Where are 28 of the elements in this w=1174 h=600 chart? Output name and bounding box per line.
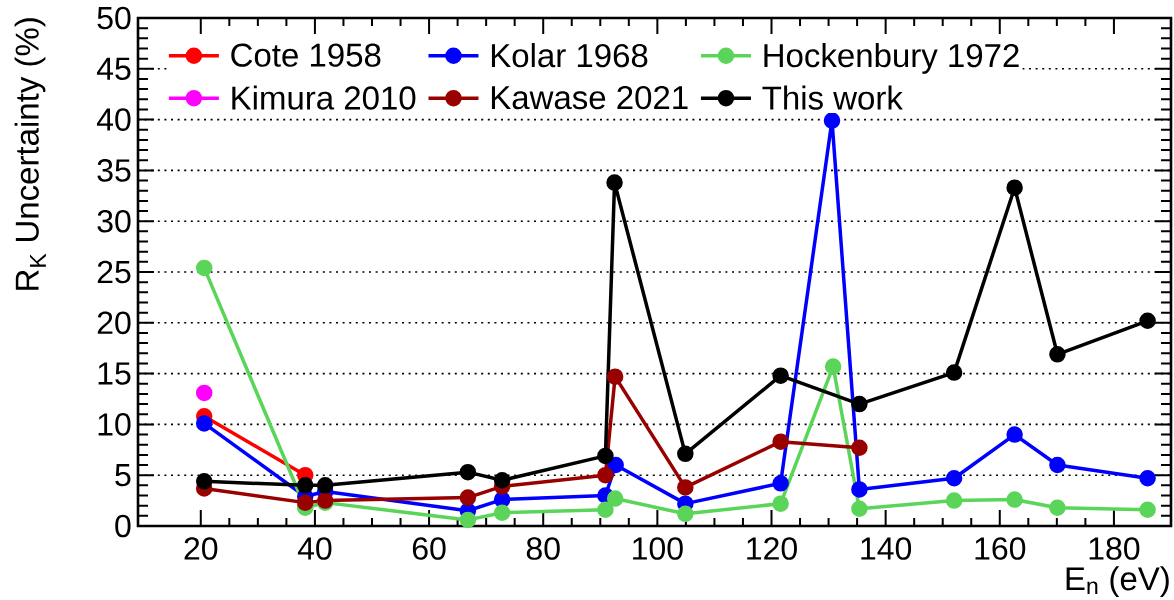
x-axis-title: E$_{n}$ (eV): [1066, 566, 1169, 597]
x-tick-label: 20: [184, 537, 218, 560]
x-tick-label: 180: [1089, 537, 1140, 560]
y-tick-label: 35: [97, 159, 131, 182]
x-tick-label: 140: [861, 537, 912, 560]
x-tick-label: 100: [633, 537, 683, 560]
y-tick-label: 25: [97, 260, 131, 284]
x-tick-label: 120: [747, 537, 797, 560]
y-tick-label: 40: [96, 108, 131, 131]
legend-label: Cote 1958: [231, 43, 381, 67]
y-tick-label: 15: [98, 362, 131, 385]
x-tick-label: 80: [526, 537, 560, 560]
y-tick-label: 5: [115, 464, 131, 487]
y-tick-label: 45: [96, 57, 131, 80]
legend-label: Kolar 1968: [491, 43, 648, 68]
legend-label: Kimura 2010: [232, 85, 416, 110]
y-tick-label: 30: [97, 209, 131, 233]
x-tick-label: 160: [975, 537, 1026, 560]
y-tick-label: 20: [97, 311, 131, 335]
y-axis-title: R$_{K}$ Uncertainty (%): [14, 18, 46, 290]
legend-label: Kawase 2021: [491, 85, 688, 110]
x-tick-label: 40: [297, 537, 332, 560]
y-tick-label: 50: [97, 6, 131, 30]
legend-label: Hockenbury 1972: [764, 43, 1019, 74]
legend-label: This work: [762, 85, 903, 110]
y-tick-label: 0: [115, 514, 131, 538]
y-tick-label: 10: [98, 413, 131, 436]
x-tick-label: 60: [412, 537, 446, 560]
